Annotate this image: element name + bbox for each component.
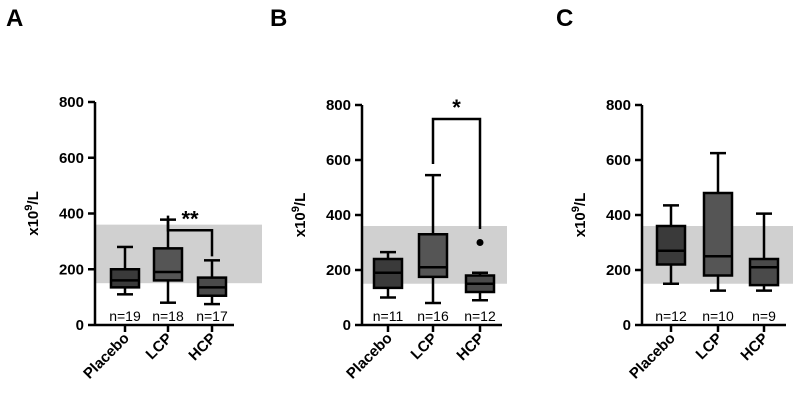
y-axis-label-base: x10 bbox=[292, 212, 309, 237]
significance-bracket bbox=[166, 215, 214, 257]
significance-label: ** bbox=[181, 206, 199, 231]
n-label: n=16 bbox=[417, 308, 449, 324]
box-hcp bbox=[748, 257, 780, 287]
y-axis-label-unit: /L bbox=[25, 191, 42, 204]
panel-letter: A bbox=[6, 5, 23, 32]
y-tick-label: 800 bbox=[326, 97, 351, 114]
y-axis-label-exponent: 9 bbox=[23, 205, 35, 211]
y-axis-label-base: x10 bbox=[25, 211, 42, 236]
n-label: n=11 bbox=[373, 308, 404, 324]
n-label: n=19 bbox=[109, 308, 141, 324]
y-axis-label: x109/L bbox=[290, 193, 309, 238]
y-axis-label-base: x10 bbox=[572, 212, 589, 237]
y-axis-label-exponent: 9 bbox=[290, 206, 302, 212]
category-label: Placebo bbox=[626, 330, 679, 383]
n-label: n=9 bbox=[752, 308, 776, 324]
y-tick-label: 0 bbox=[76, 317, 84, 334]
y-tick-label: 600 bbox=[59, 150, 84, 167]
y-axis-label-exponent: 9 bbox=[570, 206, 582, 212]
panel-letter: C bbox=[556, 5, 573, 32]
y-tick-label: 800 bbox=[59, 94, 84, 111]
n-label: n=12 bbox=[655, 308, 687, 324]
y-tick-label: 200 bbox=[326, 262, 351, 279]
category-label: Placebo bbox=[343, 330, 396, 383]
y-tick-label: 800 bbox=[606, 97, 631, 114]
n-label: n=12 bbox=[464, 308, 496, 324]
panel-letter: B bbox=[270, 5, 287, 32]
y-tick-label: 400 bbox=[59, 206, 84, 223]
category-label: HCP bbox=[453, 330, 487, 364]
category-label: HCP bbox=[185, 330, 219, 364]
box-lcp bbox=[702, 191, 734, 277]
y-axis-label: x109/L bbox=[23, 191, 42, 236]
y-tick-label: 0 bbox=[343, 317, 351, 334]
y-tick-label: 400 bbox=[606, 207, 631, 224]
box-placebo bbox=[109, 268, 141, 289]
y-axis-label-unit: /L bbox=[572, 193, 589, 206]
significance-bracket bbox=[431, 117, 482, 229]
box-placebo bbox=[655, 224, 687, 266]
category-label: HCP bbox=[737, 330, 771, 364]
y-tick-label: 200 bbox=[59, 261, 84, 278]
category-label: LCP bbox=[143, 330, 176, 363]
y-tick-label: 600 bbox=[606, 152, 631, 169]
y-tick-label: 600 bbox=[326, 152, 351, 169]
n-label: n=18 bbox=[152, 308, 184, 324]
y-tick-label: 0 bbox=[623, 317, 631, 334]
category-label: LCP bbox=[693, 330, 726, 363]
category-label: Placebo bbox=[80, 330, 133, 383]
y-axis-label-unit: /L bbox=[292, 193, 309, 206]
y-tick-label: 200 bbox=[606, 262, 631, 279]
y-axis-label: x109/L bbox=[570, 193, 589, 238]
y-tick-label: 400 bbox=[326, 207, 351, 224]
category-label: LCP bbox=[408, 330, 441, 363]
box-lcp bbox=[152, 247, 184, 282]
outlier-point bbox=[476, 239, 484, 246]
n-label: n=10 bbox=[702, 308, 734, 324]
box-lcp bbox=[417, 233, 449, 279]
significance-label: * bbox=[452, 95, 461, 120]
n-label: n=17 bbox=[196, 308, 228, 324]
